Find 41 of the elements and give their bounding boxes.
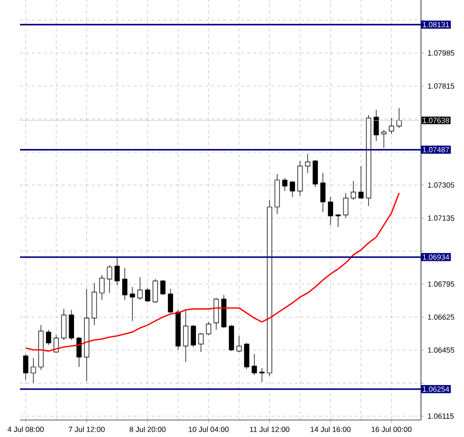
candlestick (374, 110, 379, 142)
candlestick (206, 322, 212, 336)
candlestick (30, 358, 36, 384)
candlestick (122, 268, 128, 300)
candlestick (130, 286, 135, 322)
candlestick (137, 276, 143, 300)
candlestick (290, 180, 295, 198)
candlestick (46, 330, 52, 346)
candlestick (198, 332, 204, 352)
candlestick (320, 172, 326, 212)
candlestick (76, 336, 82, 368)
candlestick (328, 196, 334, 226)
candlestick (244, 342, 250, 370)
candlestick (23, 354, 28, 380)
candlestick (312, 160, 318, 188)
candlestick (358, 166, 364, 200)
candlestick (99, 274, 104, 300)
candlestick (396, 108, 402, 128)
candlestick (61, 308, 66, 340)
candlestick (54, 334, 59, 352)
candlestick (68, 310, 74, 340)
candlestick (336, 214, 341, 228)
candlestick (114, 258, 120, 286)
candlestick (388, 118, 394, 134)
candlestick (381, 130, 386, 148)
candlestick (282, 178, 288, 192)
candlestick (152, 278, 158, 304)
candlestick (343, 192, 348, 218)
candlestick (106, 264, 112, 294)
candlestick (214, 298, 219, 330)
candlestick (228, 324, 234, 352)
candlestick (168, 288, 174, 314)
candlestick (259, 368, 265, 382)
candlestick (350, 180, 356, 200)
candlestick (145, 288, 150, 302)
candlestick (236, 336, 242, 352)
candlestick (252, 354, 257, 376)
candlestick (183, 310, 188, 362)
candlestick (190, 324, 196, 348)
candlestick (160, 280, 166, 296)
candlestick (305, 154, 310, 174)
